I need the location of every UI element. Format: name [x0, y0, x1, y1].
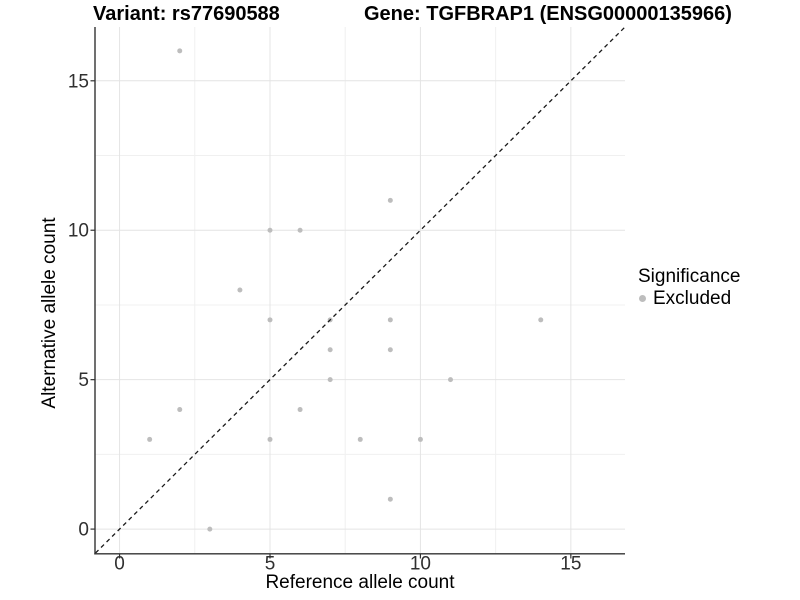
data-point: [327, 347, 333, 353]
y-tick-label: 15: [68, 71, 89, 92]
data-point: [207, 526, 213, 532]
plot-title-gene: Gene: TGFBRAP1 (ENSG00000135966): [364, 3, 732, 25]
legend: Significance Excluded: [638, 266, 740, 309]
data-point: [267, 227, 273, 233]
y-axis-title: Alternative allele count: [39, 217, 60, 409]
data-point: [387, 197, 393, 203]
x-tick-label: 10: [410, 554, 431, 575]
data-point: [538, 317, 544, 323]
x-tick-label: 0: [114, 554, 125, 575]
y-tick-label: 0: [78, 520, 89, 541]
data-point: [387, 317, 393, 323]
data-point: [237, 287, 243, 293]
x-axis-title: Reference allele count: [265, 572, 455, 593]
legend-title: Significance: [638, 266, 741, 287]
data-point: [267, 317, 273, 323]
data-point: [267, 436, 273, 442]
data-point: [448, 377, 454, 383]
data-point: [177, 48, 183, 54]
legend-point-icon: [639, 295, 646, 302]
data-point: [147, 436, 153, 442]
x-tick-label: 5: [265, 554, 276, 575]
data-point: [417, 436, 423, 442]
data-point: [357, 436, 363, 442]
data-point: [387, 496, 393, 502]
plot-title-variant: Variant: rs77690588: [93, 3, 280, 25]
data-point: [177, 407, 183, 413]
x-tick-label: 15: [560, 554, 581, 575]
legend-entry-label: Excluded: [653, 288, 732, 309]
data-point: [387, 347, 393, 353]
y-tick-label: 5: [78, 370, 89, 391]
data-point: [297, 407, 303, 413]
y-tick-label: 10: [68, 221, 89, 242]
identity-line: [95, 26, 626, 554]
data-point: [327, 377, 333, 383]
legend-entry-excluded: Excluded: [638, 288, 740, 309]
data-point: [297, 227, 303, 233]
